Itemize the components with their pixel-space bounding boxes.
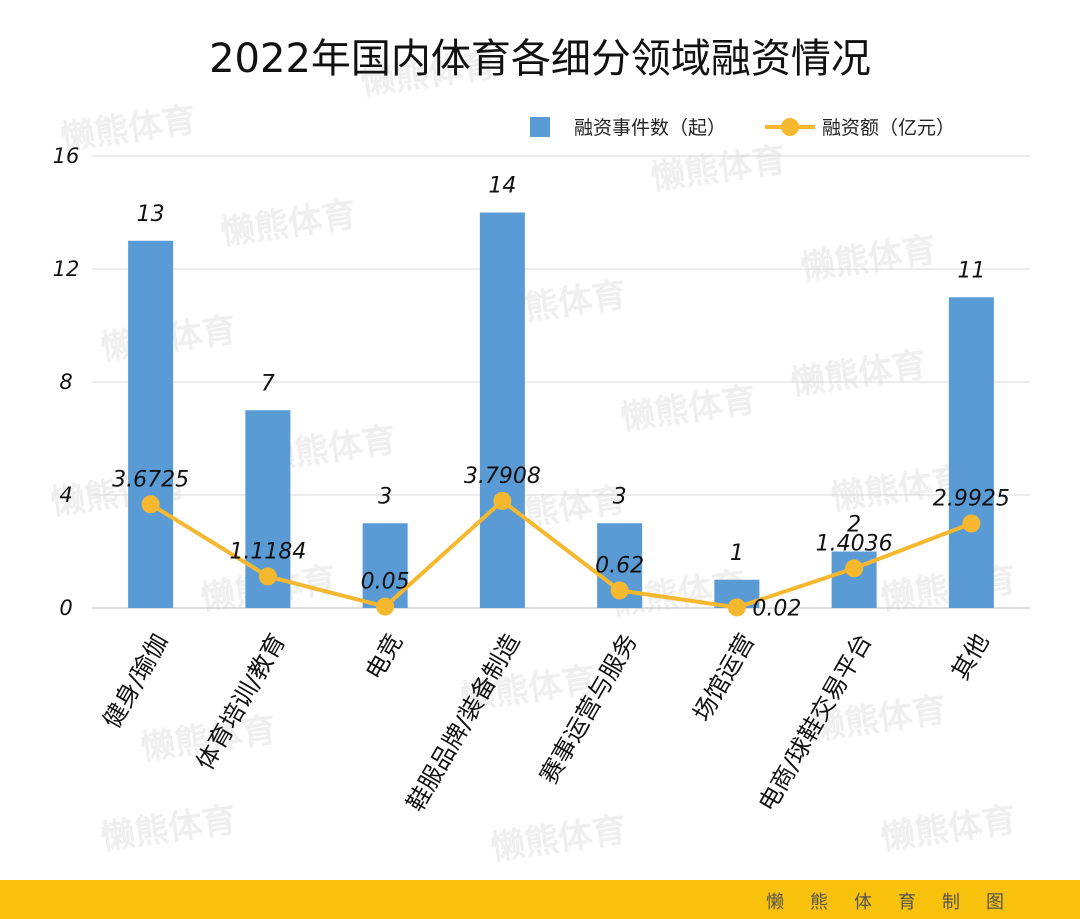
line-data-label: 2.9925 [933, 486, 1010, 511]
watermark-text: 懒熊体育 [488, 810, 628, 869]
bar [479, 212, 525, 608]
line-point [141, 495, 160, 514]
line-point [727, 598, 746, 617]
x-tick-label: 赛事运营与服务 [535, 629, 643, 788]
legend-label: 融资事件数（起） [574, 117, 726, 139]
x-tick-label: 健身/瑜伽 [98, 629, 174, 733]
line-path [149, 498, 973, 610]
bar-data-label: 14 [488, 174, 516, 199]
line-point [962, 514, 981, 533]
watermark-layer: 懒熊体育懒熊体育懒熊体育懒熊体育懒熊体育懒熊体育懒熊体育懒熊体育懒熊体育懒熊体育… [48, 45, 1018, 869]
x-tick-label: 其他 [946, 629, 994, 685]
bar-data-label: 13 [137, 202, 165, 227]
y-tick-label: 12 [53, 257, 80, 281]
bar-data-label: 3 [613, 484, 627, 509]
line-data-label: 3.6725 [112, 467, 189, 492]
x-tick-label: 场馆运营 [688, 629, 760, 726]
watermark-text: 懒熊体育 [58, 100, 198, 159]
watermark-text: 懒熊体育 [878, 800, 1018, 859]
line-data-label: 1.1184 [229, 539, 306, 564]
y-axis: 0 4 8 12 16 [53, 144, 80, 620]
bar-data-label: 3 [378, 484, 392, 509]
y-tick-label: 0 [59, 596, 72, 620]
watermark-text: 懒熊体育 [788, 345, 928, 404]
bar [128, 240, 174, 608]
watermark-text: 懒熊体育 [648, 140, 788, 199]
bar-data-label: 7 [261, 371, 275, 396]
bar-data-label: 11 [957, 258, 985, 283]
line-data-label: 0.02 [752, 596, 801, 621]
chart-title: 2022年国内体育各细分领域融资情况 [209, 36, 871, 82]
line-series: 3.6725 1.1184 0.05 3.7908 0.62 0.02 1.4036 2.99… [112, 464, 1010, 622]
watermark-text: 懒熊体育 [218, 195, 358, 254]
line-data-label: 0.05 [361, 570, 410, 595]
footer-bar: 懒熊体育制图 [0, 880, 1080, 919]
bar-data-label: 2 [847, 513, 861, 538]
x-tick-label: 鞋服品牌/装备制造 [401, 629, 525, 816]
line-point [258, 567, 277, 586]
footer-credit: 懒熊体育制图 [766, 892, 1030, 913]
chart: 懒熊体育懒熊体育懒熊体育懒熊体育懒熊体育懒熊体育懒熊体育懒熊体育懒熊体育懒熊体育… [48, 36, 1030, 869]
line-data-label: 1.4036 [816, 531, 893, 556]
line-data-label: 0.62 [595, 553, 644, 578]
bar [362, 523, 408, 608]
line-point [376, 597, 395, 616]
line-point [610, 581, 629, 600]
y-tick-label: 4 [59, 483, 72, 507]
legend: 融资事件数（起） 融资额（亿元） [530, 117, 955, 139]
line-data-label: 3.7908 [464, 464, 541, 489]
watermark-text: 懒熊体育 [98, 800, 238, 859]
legend-label: 融资额（亿元） [822, 117, 955, 139]
bar-data-label: 1 [730, 541, 744, 566]
legend-swatch-marker [781, 118, 799, 136]
watermark-text: 懒熊体育 [878, 560, 1018, 619]
y-tick-label: 16 [53, 144, 80, 168]
watermark-text: 懒熊体育 [618, 380, 758, 439]
bar-series: 13 7 3 14 3 1 2 11 [128, 174, 994, 608]
line-point [493, 491, 512, 510]
legend-swatch-bar [530, 117, 550, 137]
bar [948, 297, 994, 608]
x-tick-label: 电竞 [360, 629, 408, 685]
watermark-text: 懒熊体育 [798, 230, 938, 289]
y-tick-label: 8 [59, 370, 72, 394]
line-point [845, 559, 864, 578]
